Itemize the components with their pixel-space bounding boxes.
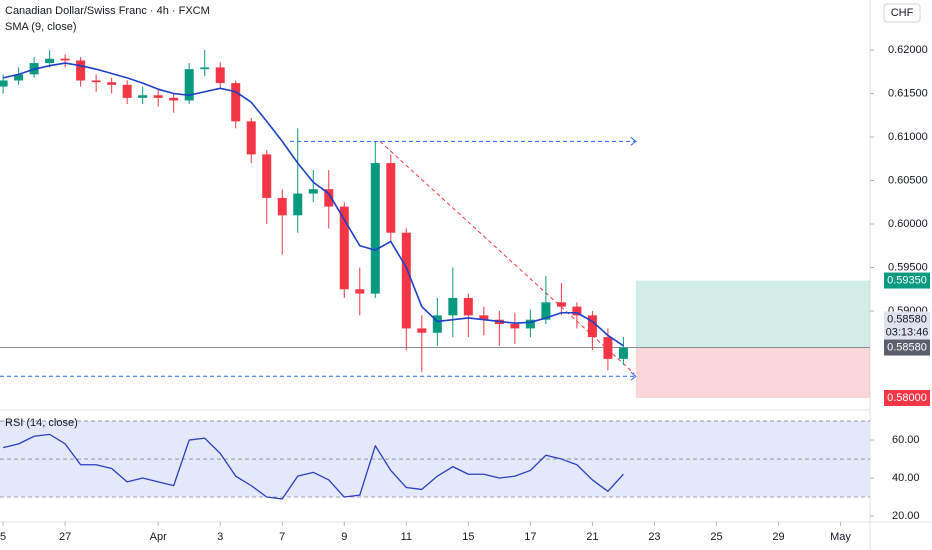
candle-body	[541, 302, 551, 320]
x-tick-label: 17	[524, 531, 536, 543]
level-arrow	[630, 371, 637, 381]
indicator-label: SMA (9, close)	[5, 21, 77, 33]
y-tick-label: 20.00	[892, 510, 920, 522]
chart-title: Canadian Dollar/Swiss Franc · 4h · FXCM	[5, 5, 210, 17]
x-tick-label: 21	[586, 531, 598, 543]
candle-body	[417, 328, 427, 333]
price-label: 0.58000	[887, 392, 927, 404]
candle-body	[60, 58, 70, 61]
candle-body	[122, 84, 132, 98]
candle-body	[76, 60, 86, 81]
candle-body	[45, 58, 55, 64]
x-tick-label: 23	[648, 531, 660, 543]
candle-body	[215, 67, 225, 84]
countdown: 03:13:46	[886, 326, 929, 338]
position-stop	[635, 347, 870, 398]
candle-body	[293, 193, 303, 216]
candle-body	[386, 163, 396, 233]
x-tick-label: 15	[462, 531, 474, 543]
price-label-box	[884, 272, 930, 289]
x-tick-label: Apr	[150, 531, 167, 543]
y-tick-label: 0.59500	[888, 261, 928, 273]
x-tick-label: 3	[217, 531, 223, 543]
candle-body	[479, 315, 489, 320]
candle-body	[153, 95, 163, 98]
candle-body	[169, 97, 179, 101]
y-tick-label: 0.60000	[888, 218, 928, 230]
y-tick-label: 0.61500	[888, 87, 928, 99]
x-tick-label: 25	[710, 531, 722, 543]
candle-body	[14, 74, 24, 81]
candle-body	[91, 80, 101, 83]
candle-body	[231, 83, 241, 122]
candle-body	[618, 347, 628, 359]
x-tick-label: 7	[279, 531, 285, 543]
x-tick-label: 5	[0, 531, 6, 543]
candle-body	[370, 163, 380, 294]
candle-body	[262, 154, 272, 198]
x-tick-label: 29	[772, 531, 784, 543]
candle-body	[277, 197, 287, 216]
y-tick-label: 0.62000	[888, 44, 928, 56]
candle-body	[339, 206, 349, 290]
candle-body	[184, 69, 194, 101]
sma-line	[2, 62, 624, 347]
y-tick-label: 0.61000	[888, 131, 928, 143]
candle-body	[603, 337, 613, 359]
currency[interactable]: CHF	[891, 7, 914, 19]
candle-body	[246, 121, 256, 155]
price-label-box	[884, 339, 930, 356]
candle-body	[324, 189, 334, 207]
candle-body	[308, 189, 318, 194]
candle-body	[587, 315, 597, 338]
y-tick-label: 40.00	[892, 472, 920, 484]
price-label: 0.58580	[887, 313, 927, 325]
x-tick-label: 9	[341, 531, 347, 543]
plot	[0, 50, 870, 500]
candle-body	[510, 324, 520, 329]
y-tick-label: 60.00	[892, 434, 920, 446]
position-target	[635, 280, 870, 348]
price-label: 0.59350	[887, 274, 927, 286]
candle-body	[556, 302, 566, 307]
x-tick-label: 11	[401, 531, 412, 543]
level-arrow	[630, 136, 637, 146]
candle-body	[525, 319, 535, 329]
candle-body	[200, 67, 210, 70]
currency-box[interactable]	[883, 3, 921, 23]
price-label-box	[884, 389, 930, 406]
candle-body	[0, 80, 8, 87]
y-tick-label: 0.60500	[888, 174, 928, 186]
candle-body	[448, 297, 458, 316]
price-label: 0.58580	[887, 341, 927, 353]
candle-body	[432, 315, 442, 333]
price-label-box	[884, 311, 930, 340]
rsi-line	[2, 433, 624, 500]
x-tick-label: 27	[59, 531, 71, 543]
candle-body	[572, 306, 582, 316]
indicator-label: RSI (14, close)	[5, 417, 78, 429]
candle-body	[355, 289, 365, 294]
candle-body	[107, 82, 117, 85]
x-tick-label: May	[830, 531, 851, 543]
candle-body	[401, 232, 411, 329]
candle-body	[463, 297, 473, 316]
candle-body	[138, 95, 148, 98]
